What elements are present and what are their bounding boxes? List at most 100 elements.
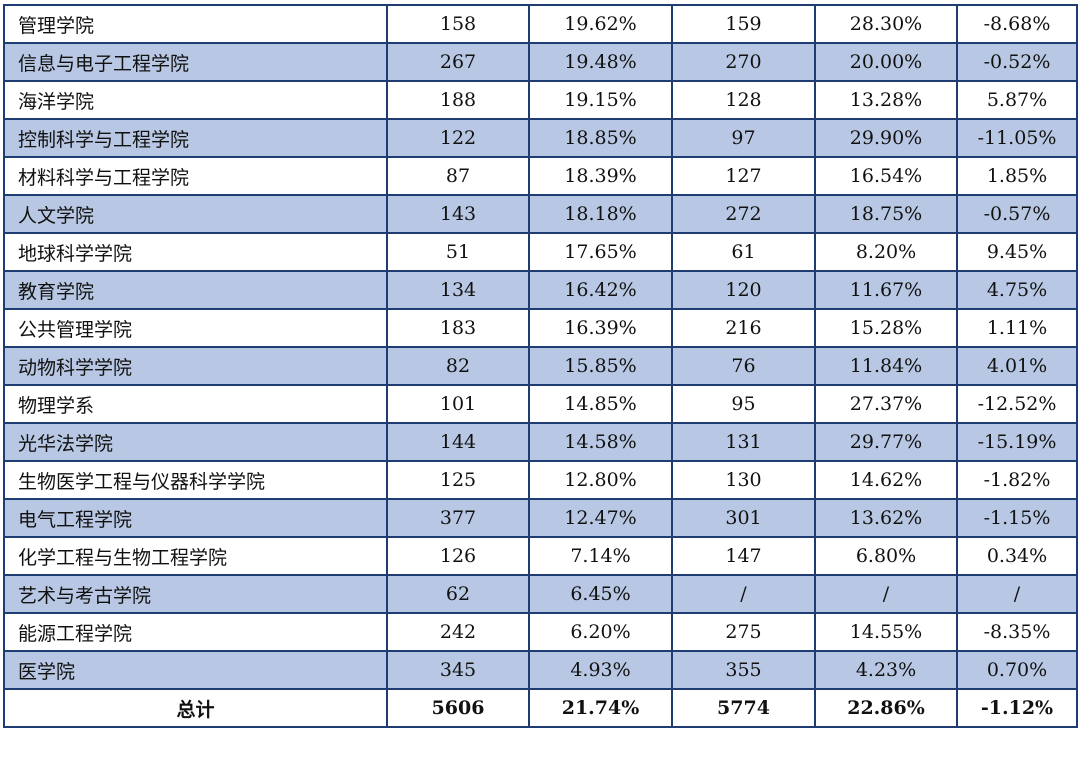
cell: 14.85% — [528, 384, 673, 424]
cell: 15.28% — [814, 308, 958, 348]
row-label: 人文学院 — [3, 194, 388, 234]
row-label: 生物医学工程与仪器科学学院 — [3, 460, 388, 500]
cell: 20.00% — [814, 42, 958, 82]
cell: 12.47% — [528, 498, 673, 538]
cell: 6.20% — [528, 612, 673, 652]
cell: 13.62% — [814, 498, 958, 538]
cell: 15.85% — [528, 346, 673, 386]
table-row: 医学院 345 4.93% 355 4.23% 0.70% — [3, 650, 1078, 690]
cell: 127 — [671, 156, 816, 196]
cell: 147 — [671, 536, 816, 576]
cell: 5606 — [386, 688, 530, 728]
row-label: 电气工程学院 — [3, 498, 388, 538]
cell: 183 — [386, 308, 530, 348]
cell: 377 — [386, 498, 530, 538]
table-row: 控制科学与工程学院 122 18.85% 97 29.90% -11.05% — [3, 118, 1078, 158]
cell: -1.12% — [956, 688, 1078, 728]
cell: / — [814, 574, 958, 614]
table-row: 管理学院 158 19.62% 159 28.30% -8.68% — [3, 4, 1078, 44]
cell: / — [671, 574, 816, 614]
table-row: 电气工程学院 377 12.47% 301 13.62% -1.15% — [3, 498, 1078, 538]
cell: 22.86% — [814, 688, 958, 728]
row-label: 控制科学与工程学院 — [3, 118, 388, 158]
cell: 272 — [671, 194, 816, 234]
cell: -1.82% — [956, 460, 1078, 500]
cell: 14.58% — [528, 422, 673, 462]
cell: 0.70% — [956, 650, 1078, 690]
cell: 97 — [671, 118, 816, 158]
cell: 62 — [386, 574, 530, 614]
cell: 18.18% — [528, 194, 673, 234]
cell: 267 — [386, 42, 530, 82]
cell: 82 — [386, 346, 530, 386]
cell: 51 — [386, 232, 530, 272]
cell: 216 — [671, 308, 816, 348]
row-label: 总计 — [3, 688, 388, 728]
table-row: 人文学院 143 18.18% 272 18.75% -0.57% — [3, 194, 1078, 234]
cell: -0.57% — [956, 194, 1078, 234]
cell: 11.84% — [814, 346, 958, 386]
cell: 5.87% — [956, 80, 1078, 120]
table-row: 物理学系 101 14.85% 95 27.37% -12.52% — [3, 384, 1078, 424]
cell: 134 — [386, 270, 530, 310]
cell: 19.62% — [528, 4, 673, 44]
cell: 12.80% — [528, 460, 673, 500]
cell: 126 — [386, 536, 530, 576]
row-label: 物理学系 — [3, 384, 388, 424]
table-row: 材料科学与工程学院 87 18.39% 127 16.54% 1.85% — [3, 156, 1078, 196]
table-row: 生物医学工程与仪器科学学院 125 12.80% 130 14.62% -1.82% — [3, 460, 1078, 500]
cell: 1.11% — [956, 308, 1078, 348]
cell: 95 — [671, 384, 816, 424]
cell: 18.75% — [814, 194, 958, 234]
cell: 1.85% — [956, 156, 1078, 196]
table-row: 教育学院 134 16.42% 120 11.67% 4.75% — [3, 270, 1078, 310]
cell: 76 — [671, 346, 816, 386]
cell: 18.39% — [528, 156, 673, 196]
cell: 0.34% — [956, 536, 1078, 576]
cell: 27.37% — [814, 384, 958, 424]
table-row: 动物科学学院 82 15.85% 76 11.84% 4.01% — [3, 346, 1078, 386]
cell: 9.45% — [956, 232, 1078, 272]
row-label: 材料科学与工程学院 — [3, 156, 388, 196]
cell: 29.90% — [814, 118, 958, 158]
cell: 4.75% — [956, 270, 1078, 310]
cell: -8.35% — [956, 612, 1078, 652]
cell: 16.54% — [814, 156, 958, 196]
cell: 19.48% — [528, 42, 673, 82]
cell: -0.52% — [956, 42, 1078, 82]
cell: 28.30% — [814, 4, 958, 44]
cell: 301 — [671, 498, 816, 538]
row-label: 能源工程学院 — [3, 612, 388, 652]
row-label: 化学工程与生物工程学院 — [3, 536, 388, 576]
table-row: 地球科学学院 51 17.65% 61 8.20% 9.45% — [3, 232, 1078, 272]
cell: 188 — [386, 80, 530, 120]
cell: 4.93% — [528, 650, 673, 690]
cell: 11.67% — [814, 270, 958, 310]
row-label: 教育学院 — [3, 270, 388, 310]
row-label: 动物科学学院 — [3, 346, 388, 386]
cell: 159 — [671, 4, 816, 44]
cell: 158 — [386, 4, 530, 44]
cell: 16.42% — [528, 270, 673, 310]
cell: 120 — [671, 270, 816, 310]
cell: -12.52% — [956, 384, 1078, 424]
table-row: 能源工程学院 242 6.20% 275 14.55% -8.35% — [3, 612, 1078, 652]
cell: 19.15% — [528, 80, 673, 120]
table-row: 信息与电子工程学院 267 19.48% 270 20.00% -0.52% — [3, 42, 1078, 82]
table-body: 管理学院 158 19.62% 159 28.30% -8.68% 信息与电子工程学院 267… — [3, 4, 1078, 728]
row-label: 光华法学院 — [3, 422, 388, 462]
cell: 345 — [386, 650, 530, 690]
cell: 16.39% — [528, 308, 673, 348]
cell: 6.45% — [528, 574, 673, 614]
cell: 14.55% — [814, 612, 958, 652]
table-row: 海洋学院 188 19.15% 128 13.28% 5.87% — [3, 80, 1078, 120]
cell: 29.77% — [814, 422, 958, 462]
cell: 14.62% — [814, 460, 958, 500]
cell: 122 — [386, 118, 530, 158]
cell: -8.68% — [956, 4, 1078, 44]
cell: 130 — [671, 460, 816, 500]
cell: 6.80% — [814, 536, 958, 576]
cell: 8.20% — [814, 232, 958, 272]
cell: 144 — [386, 422, 530, 462]
